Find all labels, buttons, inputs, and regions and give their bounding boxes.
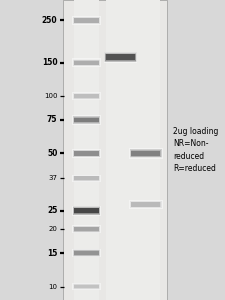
Bar <box>104 52 137 63</box>
Bar <box>73 284 100 289</box>
Bar <box>73 207 100 214</box>
Bar <box>74 208 99 214</box>
Bar <box>73 93 100 100</box>
Bar <box>72 283 101 290</box>
Bar <box>74 60 99 65</box>
Bar <box>105 54 135 61</box>
Bar <box>72 206 101 216</box>
Text: 20: 20 <box>49 226 57 232</box>
Bar <box>74 227 99 231</box>
Bar <box>74 18 99 22</box>
Bar <box>73 206 100 215</box>
Bar <box>72 58 101 67</box>
Bar <box>72 149 101 158</box>
Text: 150: 150 <box>42 58 57 67</box>
Bar <box>74 117 99 123</box>
Bar <box>72 175 101 182</box>
Bar <box>73 93 100 99</box>
Bar <box>74 94 99 99</box>
Bar <box>74 285 99 288</box>
Bar <box>73 175 100 182</box>
Bar <box>131 150 161 157</box>
Bar <box>74 284 99 289</box>
Bar <box>74 176 99 180</box>
Bar <box>72 16 101 25</box>
Bar <box>73 150 100 157</box>
Bar <box>130 201 162 208</box>
Bar <box>74 94 99 98</box>
Text: 100: 100 <box>44 93 57 99</box>
Bar <box>74 226 99 232</box>
Bar <box>73 116 100 124</box>
Bar <box>73 250 100 256</box>
Bar <box>72 115 101 125</box>
Bar <box>73 226 100 233</box>
Bar <box>63 0 166 300</box>
Bar <box>106 55 135 60</box>
Bar <box>131 202 160 206</box>
Bar <box>74 251 99 255</box>
Bar <box>74 176 99 181</box>
Bar <box>73 59 100 66</box>
Bar <box>74 151 99 156</box>
Bar <box>72 92 101 100</box>
Bar <box>72 225 101 233</box>
Bar <box>104 52 137 62</box>
Bar <box>72 249 101 257</box>
Bar <box>131 151 160 156</box>
Bar <box>73 150 100 157</box>
Bar <box>74 250 99 256</box>
Bar <box>74 0 99 300</box>
Text: 2ug loading
NR=Non-
reduced
R=reduced: 2ug loading NR=Non- reduced R=reduced <box>173 127 219 173</box>
Bar <box>74 61 99 65</box>
Bar <box>73 17 100 24</box>
Bar <box>73 176 100 181</box>
Bar <box>129 200 163 208</box>
Bar <box>130 201 162 208</box>
Bar <box>73 17 100 24</box>
Bar <box>74 152 99 156</box>
Bar <box>73 284 100 290</box>
Bar <box>130 149 162 158</box>
Bar <box>74 208 99 213</box>
Bar <box>131 0 160 300</box>
Bar <box>105 53 136 61</box>
Bar <box>131 202 161 207</box>
Bar <box>73 226 100 232</box>
Bar <box>106 0 135 300</box>
Text: 15: 15 <box>47 248 57 257</box>
Bar <box>129 148 163 159</box>
Text: 10: 10 <box>48 284 57 290</box>
Bar <box>73 59 100 66</box>
Bar <box>73 116 100 124</box>
Text: 75: 75 <box>47 116 57 124</box>
Bar <box>73 249 100 257</box>
Text: 37: 37 <box>48 176 57 182</box>
Text: 250: 250 <box>42 16 57 25</box>
Bar <box>130 149 162 158</box>
Bar <box>74 118 99 122</box>
Bar <box>74 18 99 23</box>
Text: 25: 25 <box>47 206 57 215</box>
Text: 50: 50 <box>47 149 57 158</box>
